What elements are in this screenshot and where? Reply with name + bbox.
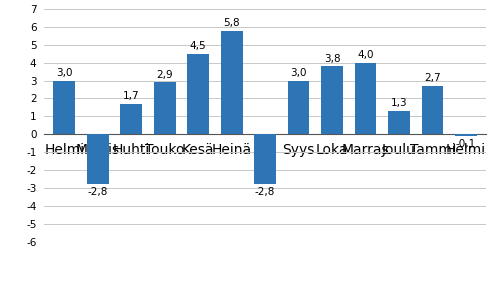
Bar [154, 82, 176, 134]
Bar [54, 81, 75, 134]
Text: -2,8: -2,8 [87, 187, 108, 197]
Text: -2,8: -2,8 [255, 187, 275, 197]
Text: 3,8: 3,8 [324, 54, 340, 64]
Bar [422, 86, 443, 134]
Text: 1,7: 1,7 [123, 91, 139, 101]
Bar [187, 54, 209, 134]
Bar [87, 134, 109, 184]
Bar [254, 134, 276, 184]
Text: 2,7: 2,7 [424, 73, 441, 83]
Text: -0,1: -0,1 [456, 139, 476, 149]
Bar [355, 63, 377, 134]
Bar [388, 111, 410, 134]
Bar [288, 81, 309, 134]
Text: 3,0: 3,0 [56, 68, 73, 78]
Bar [455, 134, 477, 136]
Text: 1,3: 1,3 [391, 98, 408, 108]
Text: 4,0: 4,0 [357, 50, 374, 60]
Text: 4,5: 4,5 [190, 41, 207, 51]
Bar [321, 66, 343, 134]
Bar [221, 31, 243, 134]
Bar [120, 104, 142, 134]
Text: 2,9: 2,9 [157, 70, 173, 80]
Text: 3,0: 3,0 [290, 68, 307, 78]
Text: 5,8: 5,8 [223, 18, 240, 28]
